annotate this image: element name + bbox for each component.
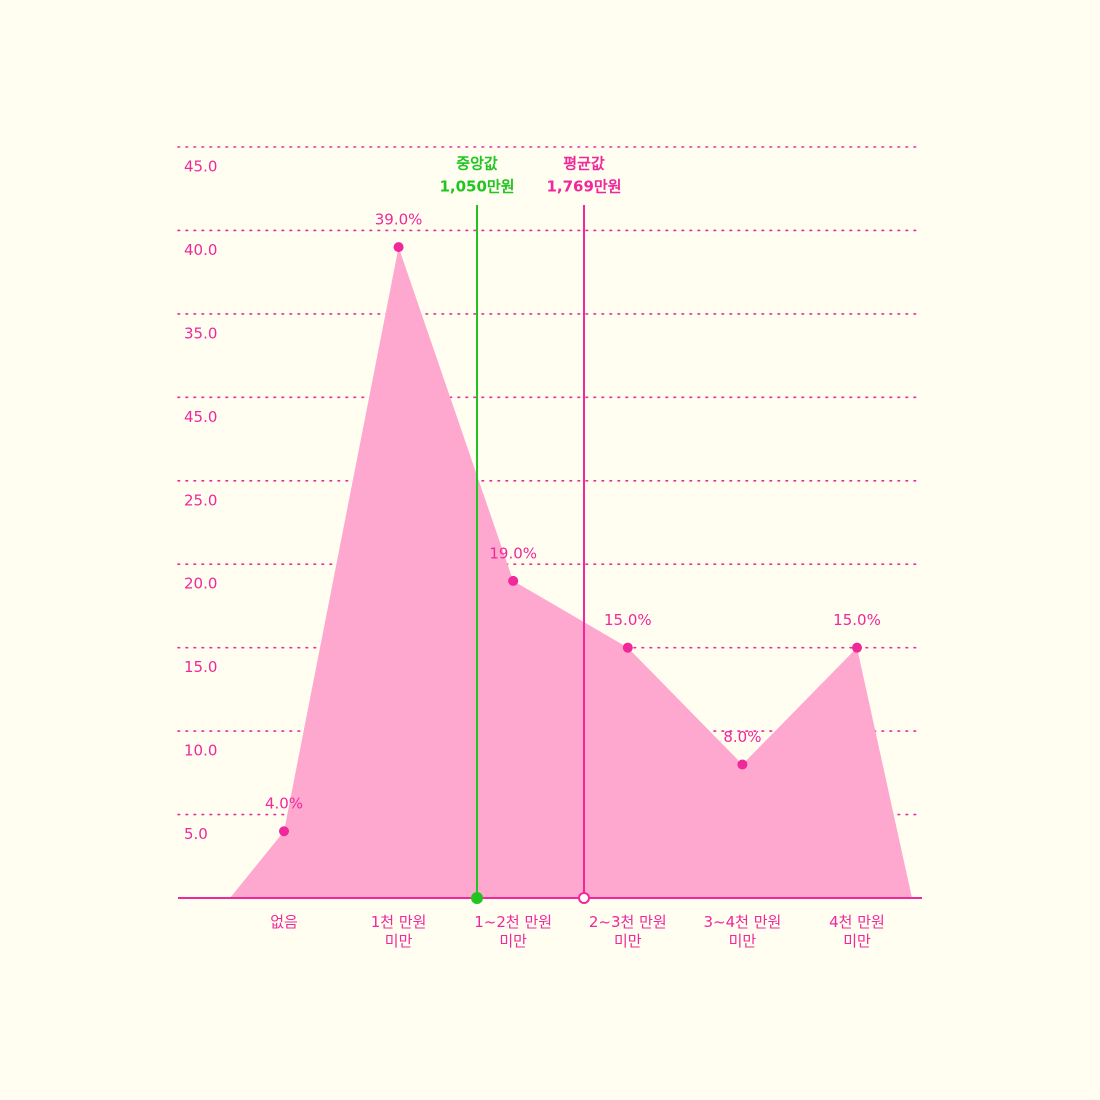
annotation-dot [578, 892, 590, 904]
value-label: 8.0% [723, 728, 761, 746]
value-label: 19.0% [489, 544, 537, 562]
annotation-text: 평균값 [563, 155, 605, 173]
y-tick-label: 35.0 [184, 324, 217, 342]
y-tick-label: 25.0 [184, 491, 217, 509]
point [852, 642, 862, 653]
y-tick-label: 10.0 [184, 742, 217, 760]
point [737, 759, 748, 770]
y-tick-label: 45.0 [184, 158, 217, 176]
x-tick-label: 3~4천 만원 미만 [703, 913, 782, 950]
annotation-text: 1,050만원 [439, 178, 514, 196]
x-tick-label: 4천 만원 미만 [829, 913, 885, 950]
y-tick-label: 40.0 [184, 241, 217, 259]
value-label: 15.0% [604, 611, 652, 629]
annotation-text: 중앙값 [456, 155, 498, 173]
y-tick-label: 5.0 [184, 825, 208, 843]
point [622, 642, 633, 653]
x-tick-label: 2~3천 만원 미만 [588, 913, 667, 950]
value-label: 39.0% [375, 211, 423, 229]
area [230, 247, 912, 899]
y-tick-label: 20.0 [184, 575, 217, 593]
annotation-dot [471, 892, 483, 904]
y-tick-label: 15.0 [184, 658, 217, 676]
point [508, 575, 519, 586]
value-label: 4.0% [265, 795, 303, 813]
point [279, 826, 289, 837]
value-label: 15.0% [833, 611, 881, 629]
x-tick-label: 1~2천 만원 미만 [474, 913, 553, 950]
point [393, 242, 404, 253]
x-tick-label: 없음 [270, 913, 298, 931]
x-tick-label: 1천 만원 미만 [370, 913, 427, 950]
annotation-text: 1,769만원 [546, 178, 621, 196]
y-tick-label: 45.0 [184, 408, 217, 426]
